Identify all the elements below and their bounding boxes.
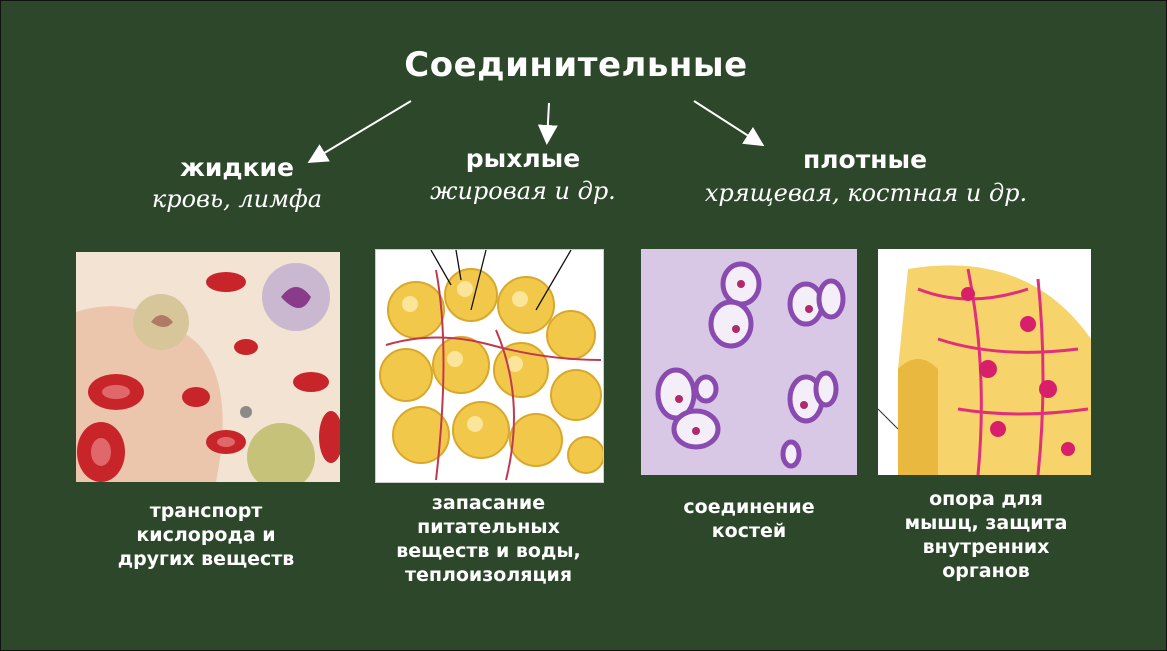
category-dense-examples: хрящевая, костная и др. <box>704 179 1028 207</box>
cartilage-illustration <box>641 249 857 475</box>
arrow-center <box>537 102 558 145</box>
caption-line: питательных <box>417 516 560 538</box>
blood-illustration <box>76 252 340 482</box>
caption-line: внутренних <box>922 536 1050 558</box>
caption-line: запасание <box>431 492 546 514</box>
caption-line: транспорт <box>149 500 263 522</box>
caption-line: теплоизоляция <box>404 564 573 586</box>
arrow-left <box>307 100 412 164</box>
caption-line: соединение <box>683 496 815 518</box>
caption-bone: опора для мышц, защита внутренних органо… <box>871 487 1101 583</box>
caption-line: кислорода и <box>136 524 276 546</box>
caption-line: опора для <box>929 488 1043 510</box>
category-dense: плотные <box>802 145 928 174</box>
caption-adipose: запасание питательных веществ и воды, те… <box>376 491 601 587</box>
caption-cartilage: соединение костей <box>641 495 857 543</box>
caption-blood: транспорт кислорода и других веществ <box>91 499 321 571</box>
category-loose: рыхлые <box>465 144 581 173</box>
category-liquid: жидкие <box>179 153 295 182</box>
adipose-illustration <box>375 249 604 483</box>
caption-line: органов <box>942 560 1030 582</box>
caption-line: костей <box>711 520 787 542</box>
caption-line: мышц, защита <box>904 512 1068 534</box>
bone-illustration <box>878 249 1091 475</box>
diagram-title: Соединительные <box>404 45 748 85</box>
category-liquid-examples: кровь, лимфа <box>151 185 323 213</box>
arrows <box>307 100 765 164</box>
category-loose-examples: жировая и др. <box>430 177 616 205</box>
caption-line: других веществ <box>117 548 295 570</box>
arrow-right <box>693 100 765 147</box>
caption-line: веществ и воды, <box>396 540 581 562</box>
